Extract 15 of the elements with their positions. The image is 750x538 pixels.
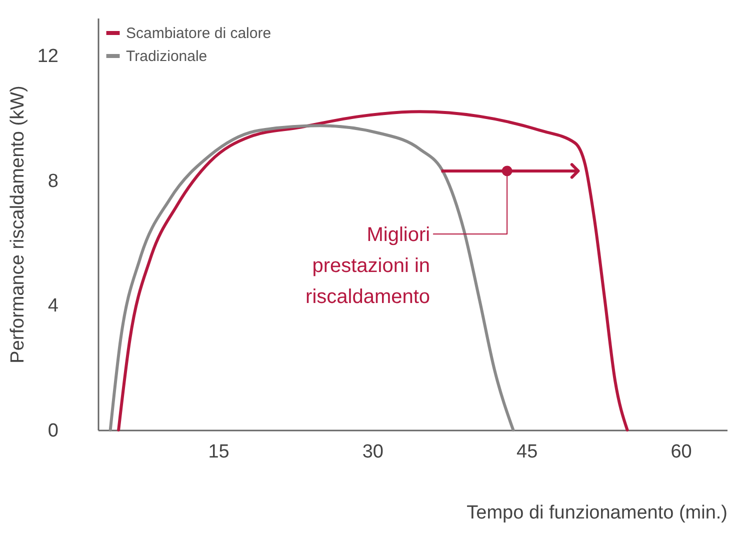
y-axis-title: Performance riscaldamento (kW) — [7, 86, 28, 364]
line-series — [117, 110, 629, 432]
x-axis-title: Tempo di funzionamento (min.) — [466, 502, 728, 524]
x-tick-label: 15 — [208, 442, 230, 462]
y-tick-label: 0 — [48, 420, 58, 442]
x-tick-label: 30 — [362, 442, 384, 462]
y-tick-label: 8 — [48, 170, 58, 192]
annotation: Migliori prestazioni in riscaldamento — [306, 224, 430, 308]
y-tick-label: 12 — [37, 46, 58, 67]
legend-label: Scambiatore di calore — [126, 25, 272, 42]
x-tick-label: 45 — [516, 442, 538, 462]
y-tick-label: 4 — [48, 296, 59, 317]
x-tick-label: 60 — [670, 442, 692, 462]
line-series — [108, 124, 515, 432]
legend-label: Tradizionale — [126, 48, 208, 65]
